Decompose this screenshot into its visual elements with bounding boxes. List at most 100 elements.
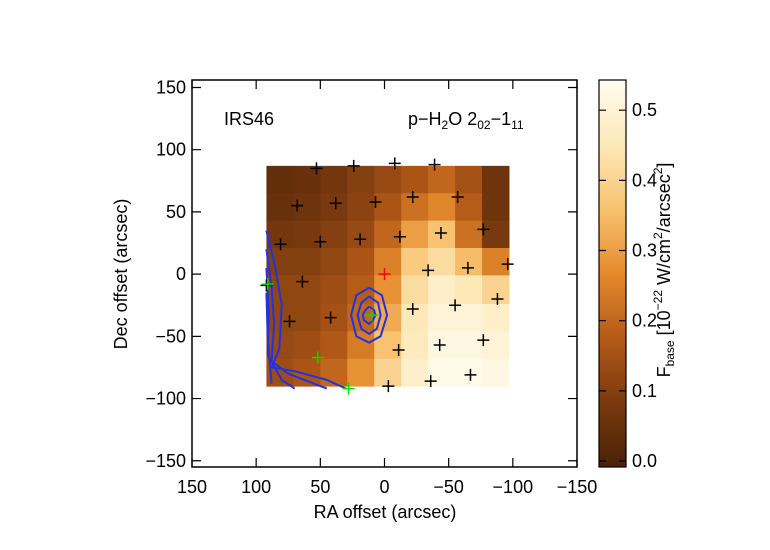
heat-cell [455,275,483,305]
cross-marker [261,278,274,291]
heat-cell [428,220,456,249]
cross-marker [501,258,514,271]
cross-marker [291,199,304,212]
cross-marker [477,334,490,347]
heat-cell [347,358,375,387]
cross-marker [260,279,273,292]
heat-cell [320,358,348,387]
contour [265,230,347,390]
cross-marker [329,197,342,210]
heat-cell [374,220,402,249]
heat-cell [293,220,321,249]
colorbar-label-part: ] [654,163,674,168]
heat-cell [320,247,348,276]
colorbar-tick-label: 0.1 [632,381,657,401]
cross-marker [354,233,367,246]
heat-cell [320,331,348,360]
heat-cell [455,247,483,276]
heat-cell [455,165,483,194]
cross-marker [310,162,323,175]
heat-cell [293,331,321,360]
contour [361,305,377,326]
annotation-right: p−H2O 202−111 [408,109,524,132]
cross-marker [274,238,287,251]
cross-marker [451,190,464,203]
heat-cell [401,303,429,332]
annotation-part: 02 [477,118,491,132]
colorbar: 0.0 0.1 0.2 0.3 0.4 0.5 [598,79,657,471]
heat-cell [482,247,510,276]
heat-cell [482,193,510,222]
annotation-part: p−H [408,109,442,129]
colorbar-label-part: W/cm [654,239,674,290]
heat-cell [374,247,402,276]
heat-cell [266,247,294,276]
x-axis-label: RA offset (arcsec) [314,502,457,522]
heat-cell [401,193,429,222]
colorbar-label-part: base [663,340,677,366]
colorbar-label-part: 2 [651,167,665,174]
colorbar-label-part: F [654,366,674,377]
cross-marker [382,380,395,393]
heat-cell [266,193,294,222]
y-axis-label: Dec offset (arcsec) [111,199,131,350]
heat-cell [455,303,483,332]
cross-marker [393,230,406,243]
x-tick-label: −100 [493,477,534,497]
y-tick-label: 50 [166,202,186,222]
heat-cell [320,193,348,222]
heat-cell [374,275,402,305]
cross-marker [365,309,378,322]
heat-cell [293,275,321,305]
heat-cell [401,247,429,276]
heat-cell [455,358,483,387]
y-tick-label: 150 [156,77,186,97]
colorbar-tick-label: 0.0 [632,451,657,471]
colorbar-label-part: /arcsec [654,174,674,232]
contour [265,267,296,390]
cross-marker [314,235,327,248]
y-tick-label: −150 [145,451,186,471]
y-tick-label: −50 [155,326,186,346]
cross-marker [428,158,441,171]
contour [356,295,382,336]
cross-marker [342,382,355,395]
y-tick-label: −100 [145,389,186,409]
colorbar-label-part: 2 [651,232,665,239]
heat-cell [428,275,456,305]
cross-marker [422,264,435,277]
heat-cell [428,247,456,276]
heat-cell [293,247,321,276]
cross-marker [369,195,382,208]
heat-cell [482,358,510,387]
cross-marker [464,368,477,381]
heat-cell [455,220,483,249]
heat-cell [401,165,429,194]
heat-cell [347,247,375,276]
heat-cell [374,331,402,360]
annotation-part: −1 [491,109,512,129]
heat-cell [401,275,429,305]
heat-cell [455,331,483,360]
heat-cell [347,193,375,222]
x-tick-label: 150 [177,477,207,497]
heat-cell [347,331,375,360]
cross-marker [434,227,447,240]
heat-cell [482,220,510,249]
heat-cell [401,220,429,249]
annotation-left: IRS46 [224,109,274,129]
colorbar-tick-label: 0.3 [632,241,657,261]
heat-cell [455,193,483,222]
heat-cell [482,331,510,360]
cross-marker [461,261,474,274]
heat-cell [428,165,456,194]
heat-cell [401,331,429,360]
heat-cell [482,165,510,194]
cross-marker [324,311,337,324]
colorbar-label-part: [10 [654,310,674,340]
heat-cell [374,165,402,194]
cross-marker [388,157,401,170]
cross-marker [424,375,437,388]
cross-marker [406,302,419,315]
